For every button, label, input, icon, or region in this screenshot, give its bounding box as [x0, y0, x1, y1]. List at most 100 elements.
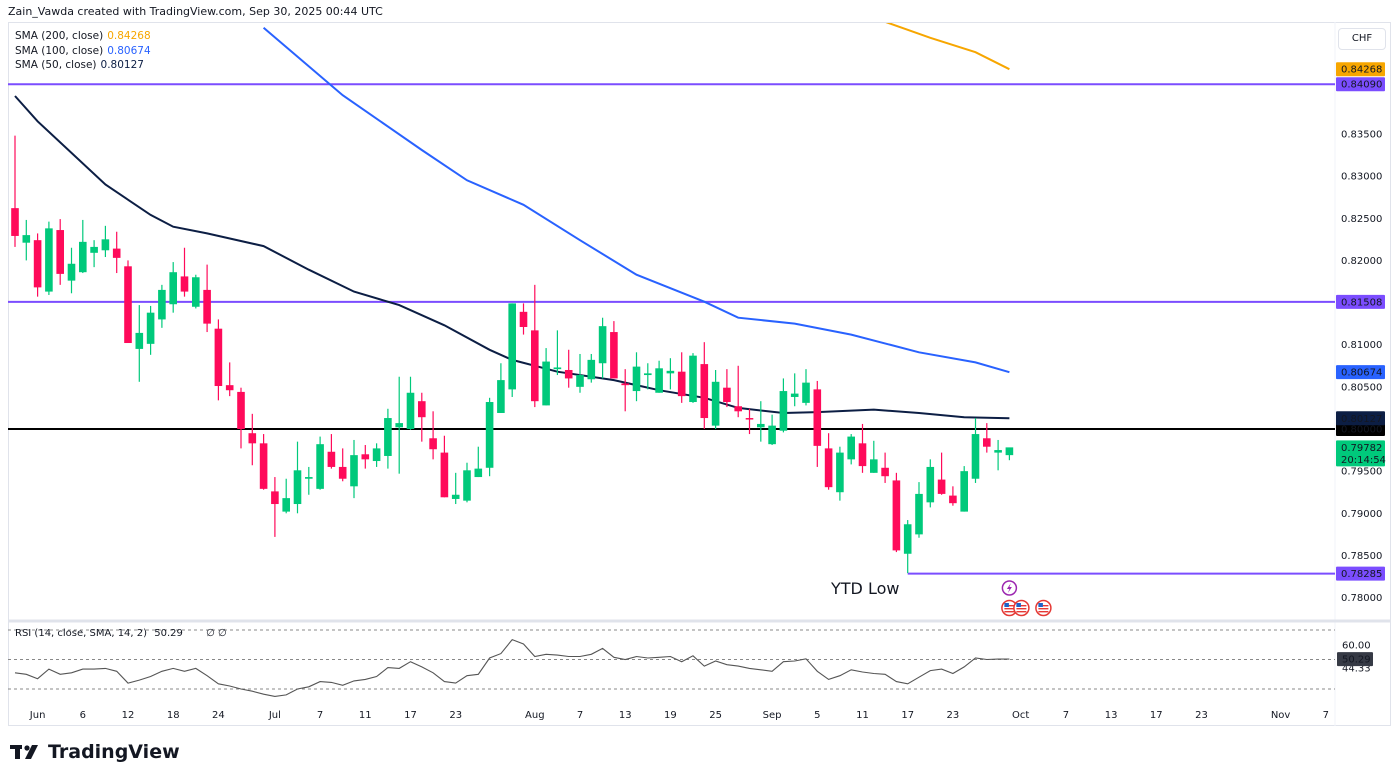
- candle-body[interactable]: [192, 277, 200, 307]
- candle-body[interactable]: [689, 355, 697, 403]
- candle-body[interactable]: [768, 425, 776, 445]
- candle-body[interactable]: [734, 406, 742, 412]
- candle-body[interactable]: [983, 438, 991, 447]
- candle-body[interactable]: [632, 366, 641, 392]
- candle-body[interactable]: [926, 466, 935, 503]
- candle-body[interactable]: [406, 392, 415, 429]
- candle-body[interactable]: [316, 444, 324, 489]
- legend-label: SMA (50, close): [15, 59, 97, 71]
- candle-body[interactable]: [870, 459, 878, 473]
- candle-body[interactable]: [813, 389, 822, 446]
- candle-body[interactable]: [22, 235, 31, 243]
- candle-body[interactable]: [790, 393, 799, 397]
- candle-body[interactable]: [327, 451, 336, 467]
- candle-body[interactable]: [305, 477, 313, 479]
- candle-body[interactable]: [485, 402, 494, 468]
- tradingview-logo[interactable]: TradingView: [10, 741, 180, 763]
- candle-body[interactable]: [463, 470, 471, 501]
- candle-body[interactable]: [723, 387, 731, 403]
- candle-body[interactable]: [508, 303, 516, 390]
- legend-sma100[interactable]: SMA (100, close) 0.80674: [15, 44, 151, 59]
- candle-body[interactable]: [384, 418, 392, 456]
- candle-body[interactable]: [474, 468, 483, 478]
- candle-body[interactable]: [881, 467, 889, 477]
- candle-body[interactable]: [158, 289, 166, 320]
- candle-body[interactable]: [429, 438, 437, 450]
- candle-body[interactable]: [395, 423, 403, 428]
- candle-body[interactable]: [655, 368, 663, 393]
- candle-body[interactable]: [1005, 447, 1014, 456]
- candle-body[interactable]: [576, 375, 584, 387]
- candle-body[interactable]: [67, 263, 76, 281]
- candle-body[interactable]: [700, 364, 709, 419]
- candle-body[interactable]: [858, 443, 867, 467]
- time-axis-label: Jul: [268, 710, 281, 721]
- candle-body[interactable]: [259, 443, 268, 489]
- candle-body[interactable]: [90, 246, 98, 253]
- candle-body[interactable]: [135, 332, 144, 349]
- candle-body[interactable]: [350, 455, 358, 487]
- candle-body[interactable]: [101, 239, 110, 251]
- rsi-legend-value: 50.29: [154, 628, 183, 639]
- legend-sma50[interactable]: SMA (50, close) 0.80127: [15, 58, 151, 73]
- candle-body[interactable]: [248, 433, 257, 444]
- candle-body[interactable]: [146, 312, 155, 344]
- candle-body[interactable]: [169, 272, 177, 305]
- candle-body[interactable]: [542, 361, 550, 406]
- candle-body[interactable]: [836, 452, 844, 493]
- candle-body[interactable]: [971, 434, 980, 479]
- candle-body[interactable]: [949, 495, 957, 504]
- candle-body[interactable]: [621, 383, 629, 386]
- candle-body[interactable]: [271, 491, 279, 505]
- candle-body[interactable]: [564, 369, 573, 379]
- candle-body[interactable]: [418, 401, 426, 418]
- candle-body[interactable]: [180, 276, 189, 292]
- candle-body[interactable]: [203, 289, 211, 324]
- candle-body[interactable]: [779, 391, 788, 431]
- candle-body[interactable]: [124, 266, 132, 344]
- candle-body[interactable]: [11, 208, 19, 236]
- candle-body[interactable]: [519, 311, 528, 327]
- candle-body[interactable]: [338, 466, 347, 479]
- candle-body[interactable]: [598, 326, 607, 364]
- legend-sma200[interactable]: SMA (200, close) 0.84268: [15, 29, 151, 44]
- candle-body[interactable]: [903, 524, 912, 554]
- candle-body[interactable]: [757, 423, 765, 428]
- candle-body[interactable]: [56, 230, 64, 274]
- candle-body[interactable]: [293, 470, 302, 505]
- candle-body[interactable]: [225, 385, 234, 391]
- candle-body[interactable]: [915, 493, 923, 535]
- candle-body[interactable]: [237, 391, 245, 429]
- candle-body[interactable]: [666, 370, 675, 374]
- candle-body[interactable]: [587, 359, 596, 380]
- candle-body[interactable]: [282, 498, 290, 512]
- rsi-legend[interactable]: RSI (14, close, SMA, 14, 2) 50.29 ∅ ∅: [15, 628, 227, 639]
- candle-body[interactable]: [79, 241, 87, 273]
- candle-body[interactable]: [847, 436, 855, 460]
- currency-button[interactable]: CHF: [1338, 28, 1386, 50]
- candle-body[interactable]: [892, 480, 901, 551]
- candle-body[interactable]: [802, 382, 810, 403]
- candle-body[interactable]: [994, 450, 1002, 453]
- candle-body[interactable]: [531, 330, 539, 402]
- candle-body[interactable]: [440, 452, 449, 498]
- candle-body[interactable]: [824, 448, 833, 488]
- candle-body[interactable]: [214, 328, 223, 387]
- rsi-line[interactable]: [14, 638, 1010, 697]
- candle-body[interactable]: [497, 380, 505, 413]
- candle-body[interactable]: [45, 228, 53, 292]
- candle-body[interactable]: [745, 418, 754, 420]
- candle-body[interactable]: [553, 367, 562, 370]
- candle-body[interactable]: [937, 479, 946, 494]
- candle-body[interactable]: [711, 381, 720, 426]
- candle-body[interactable]: [372, 448, 381, 462]
- candle-body[interactable]: [33, 240, 42, 288]
- candle-body[interactable]: [644, 373, 652, 376]
- candle-body[interactable]: [451, 494, 460, 499]
- candle-body[interactable]: [610, 332, 618, 379]
- candle-body[interactable]: [960, 471, 968, 512]
- candle-body[interactable]: [112, 248, 121, 258]
- candle-body[interactable]: [361, 454, 370, 460]
- candle-body[interactable]: [677, 371, 686, 397]
